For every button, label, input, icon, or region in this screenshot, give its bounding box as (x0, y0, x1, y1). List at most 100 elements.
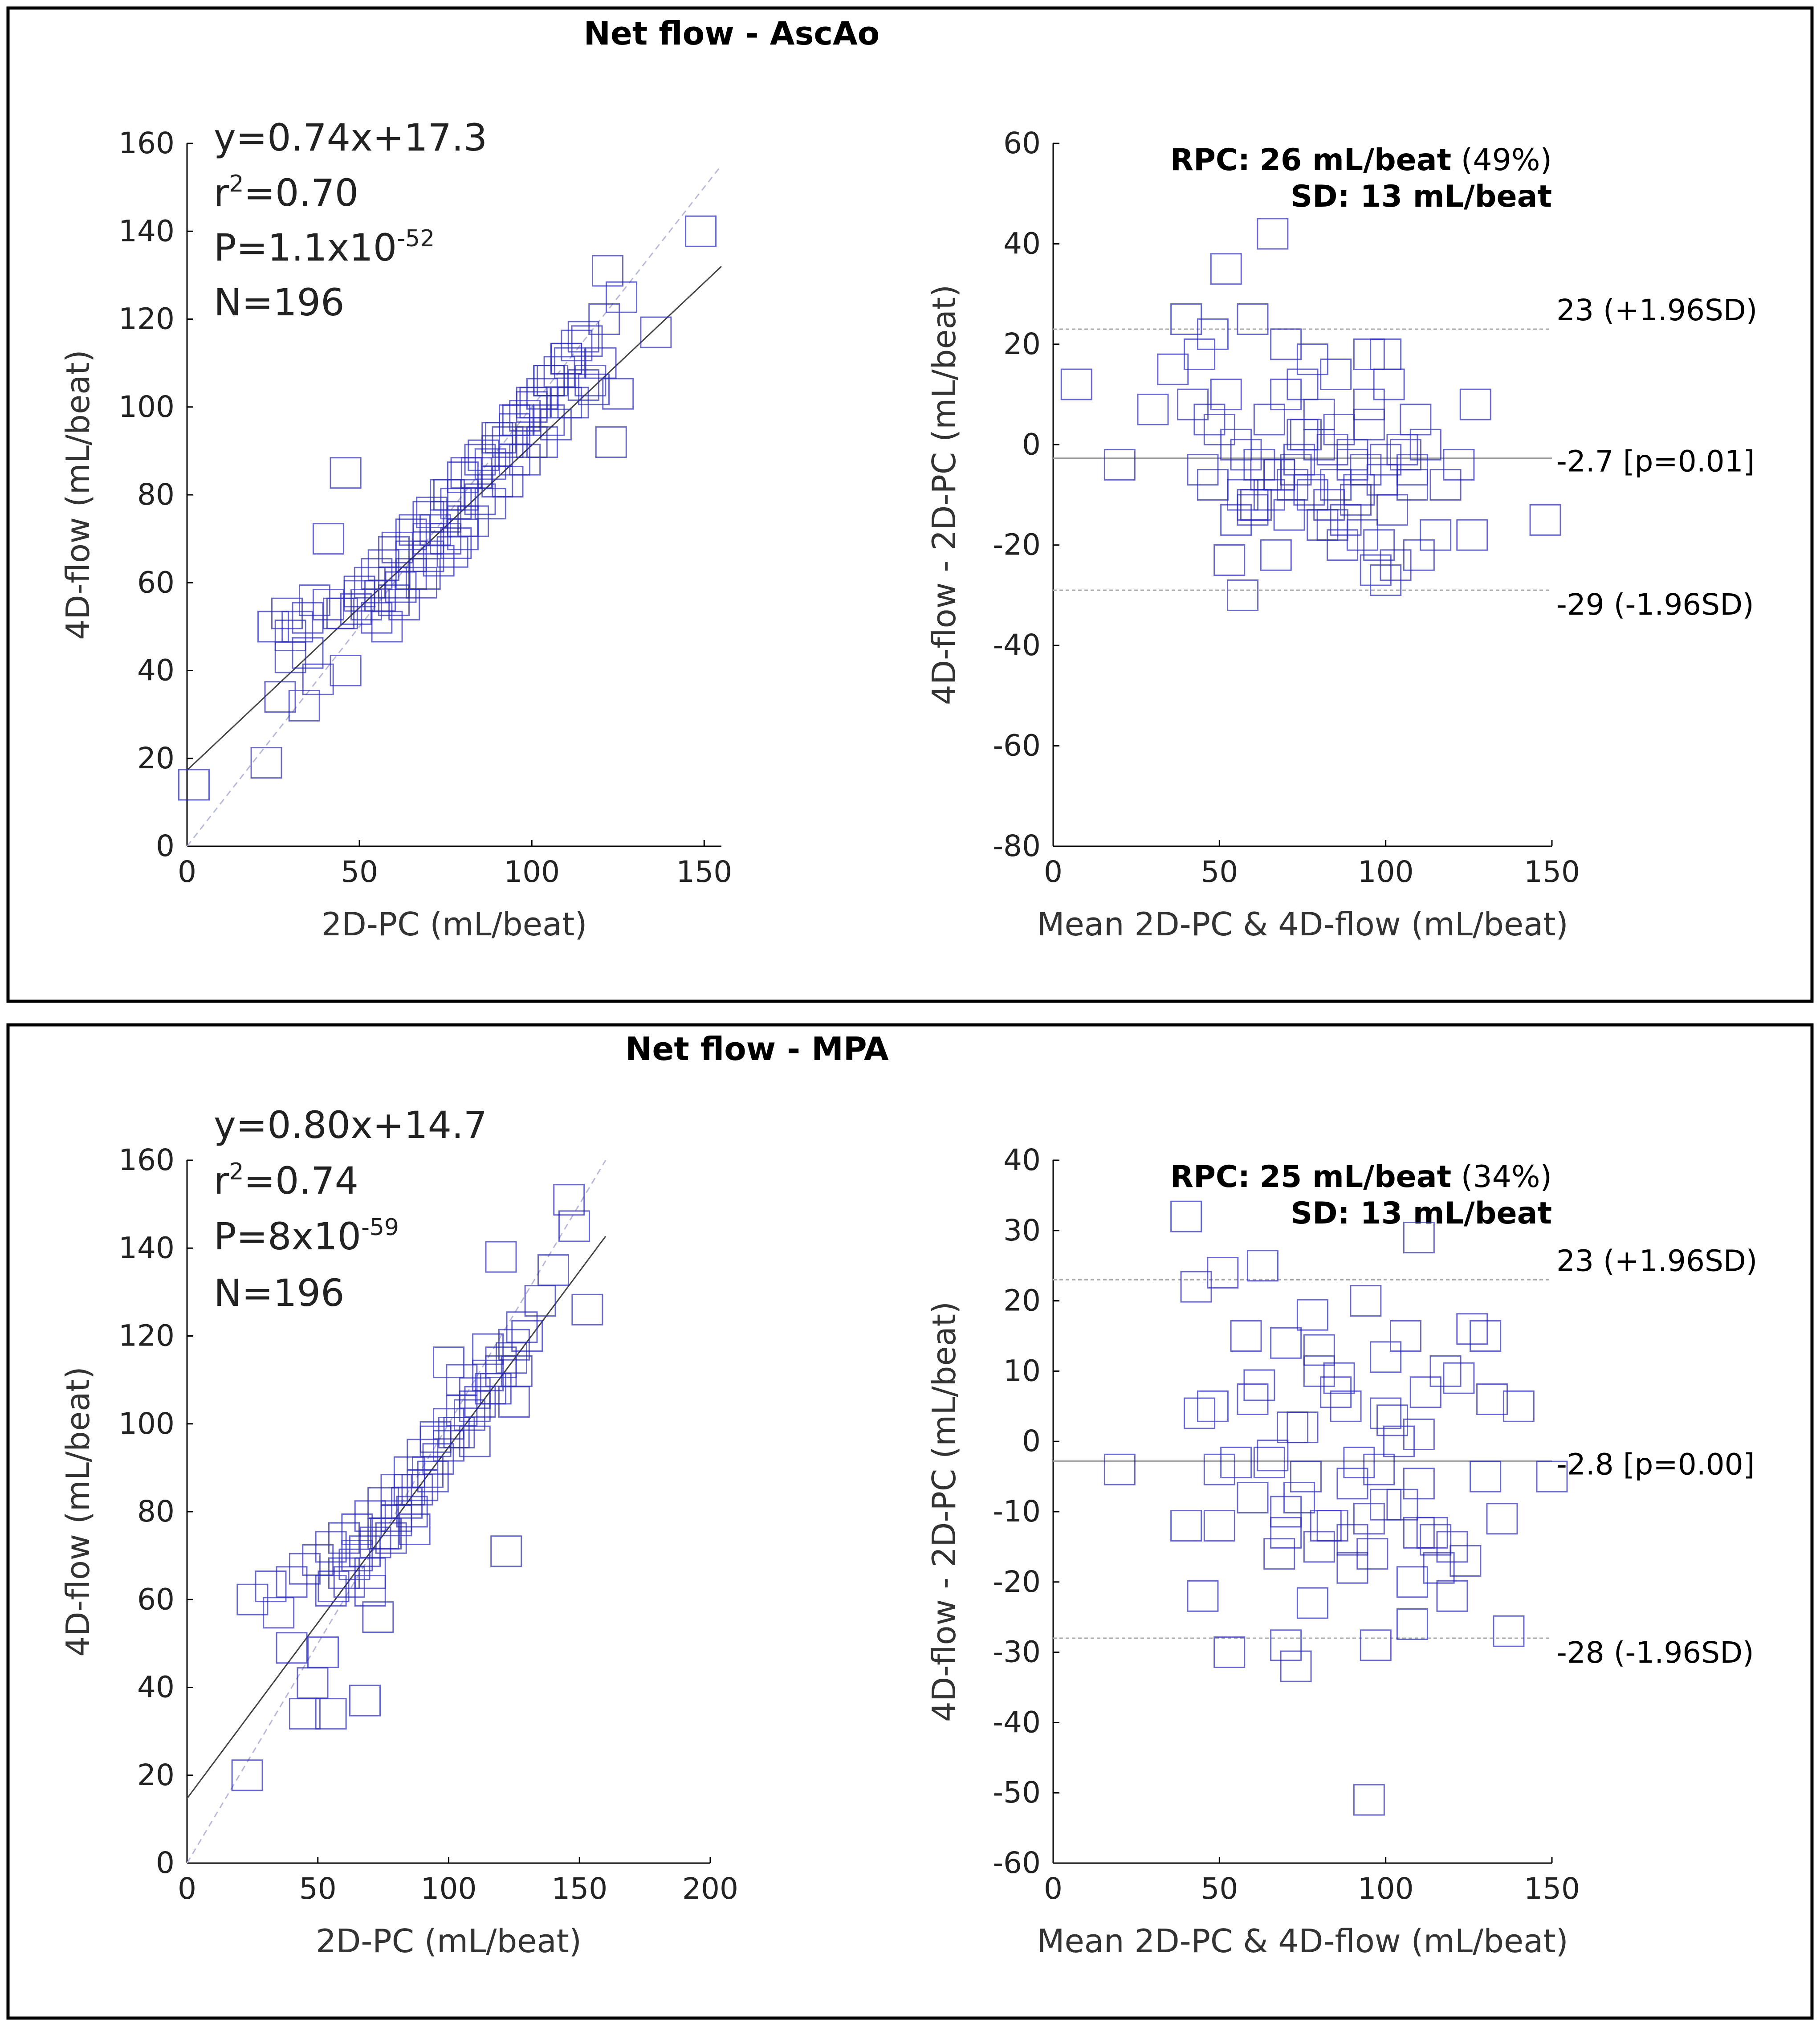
data-point (1356, 1538, 1388, 1570)
data-point (361, 558, 393, 590)
data-point (312, 589, 344, 621)
y-tick-label: 20 (137, 741, 175, 775)
y-tick-label: 140 (118, 1231, 175, 1265)
data-point (1270, 1327, 1302, 1359)
data-point (1270, 379, 1302, 411)
y-tick-label: 80 (137, 477, 175, 512)
data-point (1529, 504, 1561, 536)
data-point (516, 426, 548, 458)
data-point (340, 593, 372, 625)
data-point (516, 387, 548, 419)
x-tick-label: 50 (299, 1872, 337, 1906)
y-tick-label: -80 (993, 829, 1041, 863)
y-tick-label: 160 (118, 126, 175, 160)
data-point (464, 444, 496, 476)
data-point (492, 426, 524, 458)
data-point (274, 620, 306, 652)
mpa-bland-altman-plot: RPC: 25 mL/beat (34%) SD: 13 mL/beat 0 50… (925, 1143, 1757, 1960)
data-point (1270, 1517, 1302, 1549)
data-point (430, 523, 462, 555)
y-tick-label: 160 (118, 1143, 175, 1177)
data-point (1353, 1784, 1385, 1816)
y-tick-label: -60 (993, 1846, 1041, 1880)
data-point (567, 369, 599, 401)
data-point (1336, 1524, 1368, 1556)
lower-loa-label: -29 (-1.96SD) (1556, 587, 1754, 622)
mpa-rpc: RPC: 25 mL/beat (34%) (1170, 1159, 1552, 1195)
x-tick-label: 50 (341, 855, 378, 889)
data-point (395, 540, 427, 572)
data-point (485, 1241, 517, 1273)
panel-mpa-frame (6, 1023, 1814, 2020)
data-point (1436, 1580, 1468, 1612)
y-tick-label: 100 (118, 1407, 175, 1441)
data-point (1420, 1524, 1452, 1556)
data-point (1257, 1440, 1289, 1472)
y-tick-label: 0 (156, 829, 175, 863)
data-point (1250, 459, 1282, 491)
data-point (1210, 253, 1242, 285)
x-tick-label: 0 (1044, 1872, 1063, 1906)
data-point (571, 1293, 603, 1326)
data-point (1323, 1362, 1355, 1394)
data-point (412, 523, 444, 555)
data-point (1353, 1503, 1385, 1535)
data-point (1263, 459, 1295, 491)
data-point (571, 325, 603, 357)
data-point (1283, 1481, 1315, 1513)
data-point (354, 567, 386, 599)
data-point (1420, 519, 1452, 551)
panel-ascao: Net flow - AscAo y=0.74x+17.3 r2=0.70 P=… (6, 6, 1814, 1003)
data-point (1246, 1250, 1278, 1282)
data-point (1103, 449, 1136, 481)
y-axis-label: 4D-flow (mL/beat) (59, 350, 97, 640)
data-point (399, 514, 431, 546)
data-point (1184, 338, 1216, 370)
data-point (553, 1184, 585, 1216)
data-point (1197, 318, 1229, 350)
data-point (1456, 1313, 1488, 1345)
data-point (1187, 1580, 1219, 1612)
data-point (1363, 529, 1395, 561)
y-tick-label: 40 (137, 653, 175, 688)
y-tick-label: 120 (118, 1319, 175, 1353)
data-point (567, 321, 599, 353)
data-point (341, 1513, 373, 1545)
ascao-n: N=196 (214, 281, 345, 324)
x-tick-label: 150 (1524, 855, 1580, 889)
y-tick-label: 40 (1003, 226, 1041, 261)
data-point (561, 330, 593, 362)
data-point (1360, 554, 1392, 586)
x-tick-label: 0 (1044, 855, 1063, 889)
data-point (375, 1522, 407, 1554)
data-point (1287, 1411, 1319, 1444)
data-point (292, 602, 324, 634)
data-point (1409, 428, 1441, 461)
data-point (1257, 218, 1289, 250)
x-axis-label: 2D-PC (mL/beat) (316, 1922, 582, 1960)
data-point (1270, 1629, 1302, 1661)
data-point (1476, 1383, 1508, 1415)
x-tick-label: 100 (504, 855, 560, 889)
data-point (446, 1364, 478, 1396)
data-point (1213, 1636, 1246, 1668)
data-point (328, 1557, 360, 1589)
data-point (315, 1531, 347, 1563)
data-point (1243, 449, 1275, 481)
data-point (1400, 404, 1432, 436)
data-point (498, 444, 530, 476)
panel-ascao-frame (6, 6, 1814, 1003)
data-point (1396, 1566, 1428, 1598)
data-point (257, 611, 289, 643)
data-point (1310, 1510, 1342, 1542)
data-point (1470, 1460, 1502, 1493)
data-point (330, 655, 362, 686)
y-tick-label: 60 (137, 565, 175, 600)
data-point (292, 637, 324, 669)
data-point (1389, 1320, 1421, 1352)
data-point (276, 1566, 308, 1598)
data-point (399, 1513, 431, 1545)
data-point (1416, 1517, 1448, 1549)
data-point (341, 1540, 373, 1572)
